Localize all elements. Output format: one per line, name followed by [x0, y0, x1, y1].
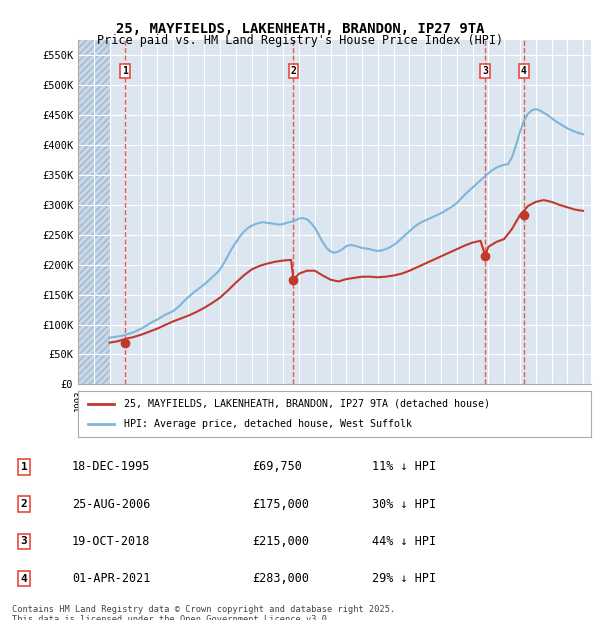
- Text: £283,000: £283,000: [252, 572, 309, 585]
- Text: 11% ↓ HPI: 11% ↓ HPI: [372, 461, 436, 474]
- Text: 25-AUG-2006: 25-AUG-2006: [72, 498, 151, 511]
- Bar: [78, 40, 110, 384]
- Text: Contains HM Land Registry data © Crown copyright and database right 2025.
This d: Contains HM Land Registry data © Crown c…: [12, 604, 395, 620]
- Text: HPI: Average price, detached house, West Suffolk: HPI: Average price, detached house, West…: [124, 419, 412, 429]
- Text: 3: 3: [482, 66, 488, 76]
- Text: 01-APR-2021: 01-APR-2021: [72, 572, 151, 585]
- Text: 18-DEC-1995: 18-DEC-1995: [72, 461, 151, 474]
- Text: £69,750: £69,750: [252, 461, 302, 474]
- Text: 1: 1: [20, 462, 28, 472]
- Text: 25, MAYFIELDS, LAKENHEATH, BRANDON, IP27 9TA (detached house): 25, MAYFIELDS, LAKENHEATH, BRANDON, IP27…: [124, 399, 490, 409]
- Text: 29% ↓ HPI: 29% ↓ HPI: [372, 572, 436, 585]
- Text: £175,000: £175,000: [252, 498, 309, 511]
- Text: Price paid vs. HM Land Registry's House Price Index (HPI): Price paid vs. HM Land Registry's House …: [97, 34, 503, 47]
- Text: 2: 2: [290, 66, 296, 76]
- Text: 25, MAYFIELDS, LAKENHEATH, BRANDON, IP27 9TA: 25, MAYFIELDS, LAKENHEATH, BRANDON, IP27…: [116, 22, 484, 36]
- Text: 4: 4: [521, 66, 527, 76]
- Text: £215,000: £215,000: [252, 535, 309, 548]
- Text: 4: 4: [20, 574, 28, 583]
- Text: 1: 1: [122, 66, 128, 76]
- Text: 30% ↓ HPI: 30% ↓ HPI: [372, 498, 436, 511]
- Text: 44% ↓ HPI: 44% ↓ HPI: [372, 535, 436, 548]
- Text: 2: 2: [20, 499, 28, 509]
- Text: 19-OCT-2018: 19-OCT-2018: [72, 535, 151, 548]
- Text: 3: 3: [20, 536, 28, 546]
